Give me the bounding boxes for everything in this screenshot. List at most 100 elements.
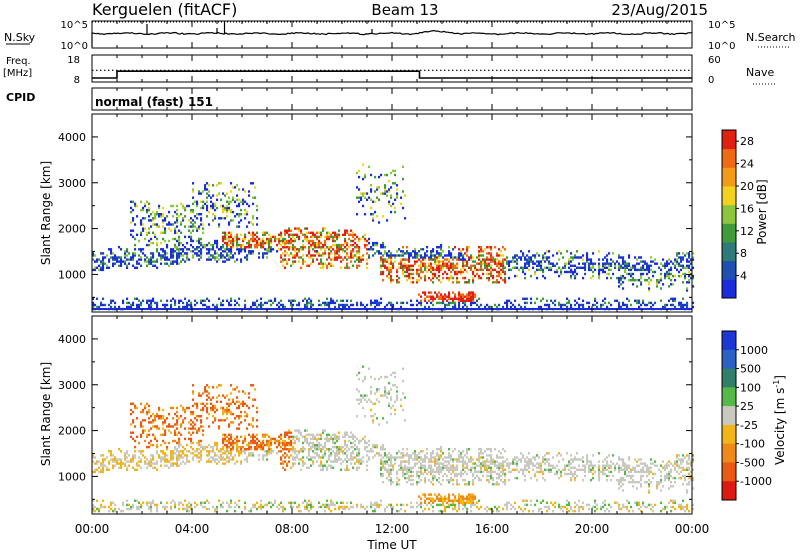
- radar-cell: [440, 503, 443, 507]
- radar-cell: [478, 305, 481, 309]
- radar-cell: [256, 437, 259, 441]
- radar-cell: [592, 274, 595, 278]
- radar-cell: [418, 481, 421, 484]
- radar-cell: [338, 448, 341, 451]
- radar-cell: [104, 262, 107, 265]
- radar-cell: [340, 256, 343, 259]
- radar-cell: [174, 445, 177, 449]
- radar-cell: [246, 458, 249, 461]
- radar-cell: [180, 415, 183, 418]
- radar-cell: [226, 210, 229, 214]
- radar-cell: [456, 460, 459, 463]
- radar-cell: [460, 272, 463, 276]
- radar-cell: [404, 274, 407, 278]
- radar-cell: [582, 258, 585, 261]
- radar-cell: [208, 443, 211, 447]
- radar-cell: [284, 250, 287, 253]
- radar-cell: [352, 433, 355, 436]
- radar-cell: [208, 256, 211, 259]
- radar-cell: [332, 301, 335, 305]
- radar-cell: [466, 248, 469, 251]
- radar-cell: [462, 507, 465, 511]
- radar-cell: [428, 256, 431, 259]
- radar-cell: [464, 281, 467, 284]
- radar-cell: [356, 303, 359, 307]
- radar-cell: [396, 188, 399, 191]
- radar-cell: [260, 241, 263, 245]
- radar-cell: [190, 412, 193, 416]
- radar-cell: [168, 223, 171, 226]
- radar-cell: [170, 256, 173, 259]
- radar-cell: [112, 264, 115, 267]
- radar-cell: [182, 460, 185, 463]
- radar-cell: [144, 456, 147, 459]
- radar-cell: [558, 250, 561, 253]
- radar-cell: [604, 270, 607, 274]
- radar-cell: [458, 503, 461, 507]
- radar-cell: [466, 483, 469, 486]
- radar-cell: [258, 439, 261, 443]
- radar-cell: [290, 503, 293, 507]
- radar-cell: [652, 303, 655, 307]
- radar-cell: [522, 270, 525, 274]
- radar-cell: [176, 456, 179, 459]
- radar-cell: [224, 419, 227, 422]
- radar-cell: [134, 456, 137, 459]
- radar-cell: [446, 497, 449, 500]
- radar-cell: [452, 301, 455, 305]
- radar-cell: [296, 437, 299, 441]
- radar-cell: [370, 246, 373, 249]
- radar-cell: [368, 248, 371, 251]
- radar-cell: [162, 452, 165, 455]
- radar-cell: [164, 505, 167, 509]
- radar-cell: [408, 476, 411, 480]
- radar-cell: [462, 305, 465, 309]
- radar-cell: [430, 258, 433, 261]
- radar-cell: [312, 456, 315, 459]
- radar-cell: [326, 468, 329, 471]
- radar-cell: [310, 235, 313, 239]
- radar-cell: [398, 254, 401, 257]
- radar-cell: [214, 305, 217, 309]
- radar-cell: [438, 279, 441, 282]
- radar-cell: [192, 250, 195, 253]
- radar-cell: [282, 509, 285, 513]
- radar-cell: [574, 303, 577, 307]
- radar-cell: [510, 305, 513, 309]
- radar-cell: [136, 464, 139, 467]
- radar-cell: [226, 448, 229, 451]
- radar-cell: [164, 452, 167, 455]
- radar-cell: [184, 437, 187, 441]
- radar-cell: [356, 503, 359, 507]
- radar-cell: [606, 272, 609, 276]
- radar-cell: [440, 260, 443, 263]
- radar-cell: [430, 301, 433, 305]
- radar-cell: [230, 402, 233, 405]
- radar-cell: [214, 410, 217, 414]
- radar-cell: [664, 274, 667, 278]
- radar-cell: [152, 297, 155, 300]
- radar-cell: [252, 503, 255, 507]
- radar-cell: [680, 303, 683, 307]
- radar-cell: [376, 250, 379, 253]
- radar-cell: [606, 254, 609, 257]
- radar-cell: [232, 441, 235, 445]
- radar-cell: [152, 252, 155, 255]
- radar-cell: [284, 441, 287, 445]
- radar-cell: [618, 303, 621, 307]
- radar-cell: [170, 250, 173, 253]
- radar-cell: [668, 270, 671, 274]
- radar-cell: [486, 276, 489, 280]
- radar-cell: [216, 505, 219, 509]
- radar-cell: [536, 260, 539, 263]
- radar-cell: [622, 287, 625, 290]
- radar-cell: [100, 470, 103, 474]
- radar-cell: [236, 437, 239, 441]
- radar-cell: [190, 303, 193, 307]
- radar-cell: [462, 301, 465, 305]
- radar-cell: [390, 460, 393, 463]
- radar-cell: [284, 266, 287, 269]
- radar-cell: [390, 464, 393, 467]
- radar-cell: [206, 252, 209, 255]
- radar-cell: [134, 468, 137, 471]
